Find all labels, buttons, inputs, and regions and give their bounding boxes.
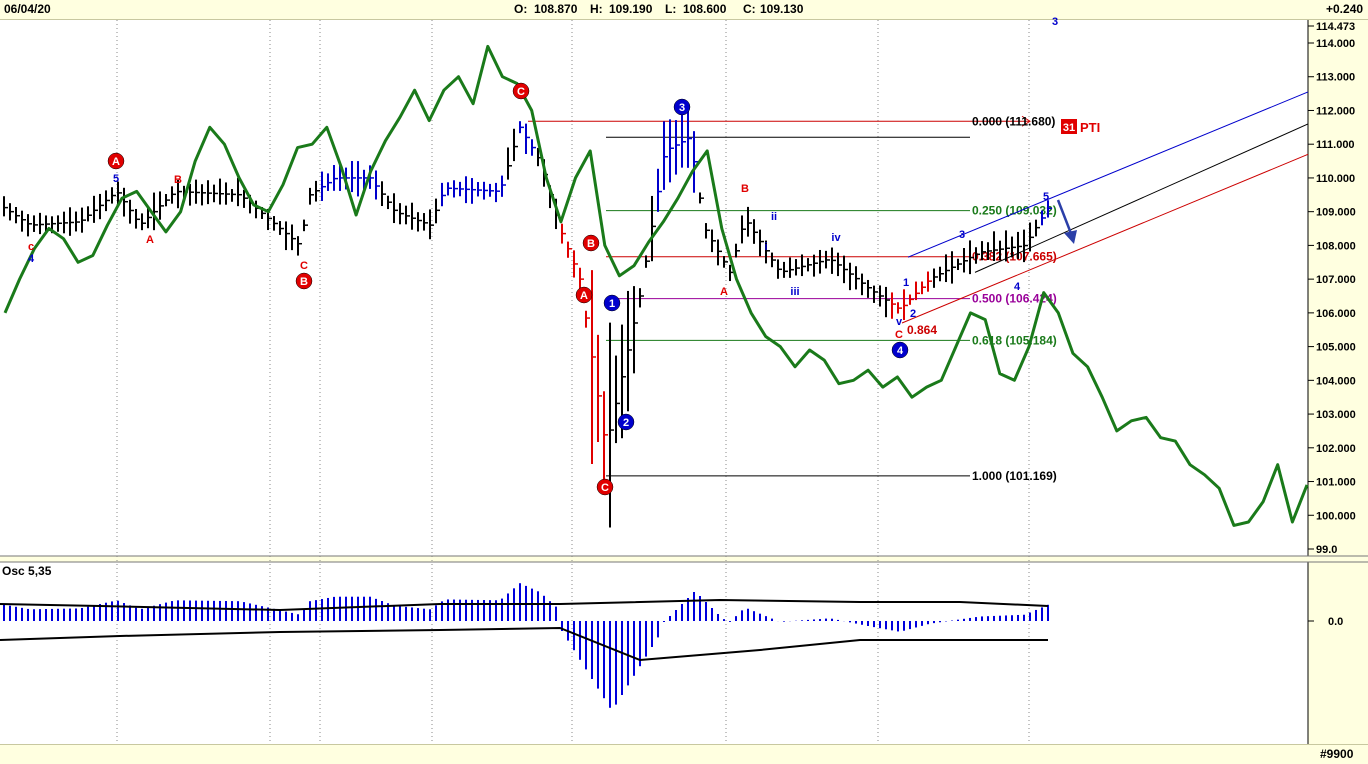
wave-circle-marker bbox=[617, 413, 635, 431]
channel-lower bbox=[901, 153, 1309, 324]
y-tick-label: 111.000 bbox=[1316, 139, 1355, 151]
wave-circle-marker bbox=[107, 152, 125, 170]
pti-badge bbox=[1061, 119, 1077, 134]
y-tick-label: 114.000 bbox=[1316, 38, 1355, 50]
fib-label: 1.000 (101.169) bbox=[972, 469, 1057, 483]
osc-lower-line bbox=[0, 626, 1048, 662]
pti-count: 31 bbox=[1063, 122, 1075, 134]
projection-arrow bbox=[1056, 199, 1074, 237]
wave-label: 5 bbox=[113, 173, 119, 185]
high-label: H: bbox=[590, 2, 603, 16]
oscillator-title: Osc 5,35 bbox=[2, 564, 52, 578]
wave-label: 5 bbox=[1043, 191, 1049, 203]
wave-circle-label: 2 bbox=[623, 417, 629, 429]
open-label: O: bbox=[514, 2, 528, 16]
wave-circle-label: B bbox=[587, 238, 595, 250]
wave-label: C bbox=[895, 329, 903, 341]
wave-circle-marker bbox=[596, 478, 614, 496]
wave-circle-marker bbox=[582, 234, 600, 252]
ratio-label: 0.864 bbox=[907, 323, 937, 337]
wave-circle-marker bbox=[575, 286, 593, 304]
osc-zero-label: 0.0 bbox=[1328, 616, 1343, 628]
wave-circle-label: A bbox=[580, 290, 588, 302]
wave-label: 3 bbox=[1052, 16, 1058, 28]
wave-label: i bbox=[764, 241, 767, 253]
wave-label: ii bbox=[771, 211, 777, 223]
y-tick-label: 108.000 bbox=[1316, 240, 1356, 252]
wave-label: 4 bbox=[28, 253, 35, 265]
channel-upper bbox=[907, 91, 1309, 258]
price-axis-panel bbox=[1308, 20, 1368, 744]
wave-circle-marker bbox=[512, 82, 530, 100]
wave-label: B bbox=[741, 183, 749, 195]
wave-circle-label: A bbox=[112, 156, 120, 168]
y-tick-label: 113.000 bbox=[1316, 72, 1355, 84]
wave-label: B bbox=[174, 174, 182, 186]
wave-label: C bbox=[300, 260, 308, 272]
y-tick-label: 103.000 bbox=[1316, 409, 1356, 421]
wave-circle-label: B bbox=[300, 276, 308, 288]
price-panel bbox=[0, 20, 1308, 556]
fib-label: 0.250 (109.032) bbox=[972, 204, 1057, 218]
current-date: 06/04/20 bbox=[4, 2, 51, 16]
wave-label: 1 bbox=[903, 277, 909, 289]
y-tick-label: 100.000 bbox=[1316, 510, 1356, 522]
y-tick-label: 106.000 bbox=[1316, 308, 1356, 320]
panel-divider bbox=[0, 556, 1368, 562]
y-tick-label: 109.000 bbox=[1316, 207, 1356, 219]
y-tick-label: 99.0 bbox=[1316, 544, 1337, 556]
wave-circle-label: 4 bbox=[897, 345, 904, 357]
y-tick-label: 112.000 bbox=[1316, 105, 1355, 117]
wave-circle-marker bbox=[673, 98, 691, 116]
y-tick-label: 104.000 bbox=[1316, 375, 1356, 387]
wave-label: v bbox=[896, 316, 903, 328]
y-tick-label: 107.000 bbox=[1316, 274, 1356, 286]
wave-circle-label: 3 bbox=[679, 102, 685, 114]
footer-bar: #9900 bbox=[0, 744, 1368, 764]
wave-label: A bbox=[720, 286, 728, 298]
y-tick-label: 102.000 bbox=[1316, 443, 1356, 455]
wave-circle-label: C bbox=[517, 86, 525, 98]
y-tick-label: 114.473 bbox=[1316, 21, 1355, 33]
wave-label: iii bbox=[790, 286, 799, 298]
wave-label: c bbox=[28, 241, 34, 253]
fib-label: 0.500 (106.424) bbox=[972, 292, 1057, 306]
high-value: 109.190 bbox=[609, 2, 653, 16]
wave-label: iv bbox=[831, 232, 841, 244]
y-tick-label: 101.000 bbox=[1316, 477, 1356, 489]
green-line-series bbox=[3, 44, 1309, 527]
wave-label: 3 bbox=[959, 229, 965, 241]
low-value: 108.600 bbox=[683, 2, 727, 16]
close-label: C: bbox=[743, 2, 756, 16]
y-tick-label: 105.000 bbox=[1316, 342, 1356, 354]
symbol-code: #9900 bbox=[1320, 747, 1354, 761]
wave-label: 2 bbox=[910, 308, 916, 320]
wave-circle-marker bbox=[603, 294, 621, 312]
fib-arrowhead bbox=[1021, 115, 1031, 127]
projection-arrowhead bbox=[1064, 230, 1077, 244]
open-value: 108.870 bbox=[534, 2, 578, 16]
wave-circle-marker bbox=[295, 272, 313, 290]
wave-circle-label: C bbox=[601, 482, 609, 494]
fib-label: 0.000 (111.680) bbox=[972, 114, 1055, 128]
wave-circle-label: 1 bbox=[609, 298, 615, 310]
close-value: 109.130 bbox=[760, 2, 804, 16]
low-label: L: bbox=[665, 2, 677, 16]
fib-label: 0.618 (105.184) bbox=[972, 333, 1057, 347]
y-tick-label: 110.000 bbox=[1316, 173, 1355, 185]
osc-upper-line bbox=[0, 598, 1049, 612]
change-value: +0.240 bbox=[1326, 2, 1364, 16]
pti-label: PTI bbox=[1080, 120, 1100, 135]
wave-label: 4 bbox=[1014, 281, 1021, 293]
wave-circle-marker bbox=[891, 341, 909, 359]
quote-header: 06/04/20 O: 108.870 H: 109.190 L: 108.60… bbox=[0, 0, 1368, 20]
wave-label: A bbox=[146, 234, 154, 246]
